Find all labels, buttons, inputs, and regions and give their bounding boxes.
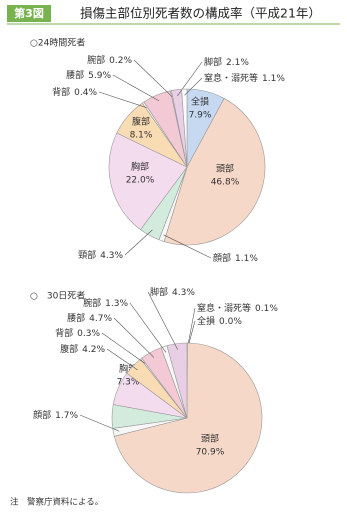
page-title: 損傷主部位別死者数の構成率（平成21年） — [80, 6, 321, 21]
slice-label: 全損 — [197, 315, 215, 327]
slice-value: 22.0% — [126, 176, 155, 186]
slice-value: 8.1% — [130, 131, 153, 141]
slice-value: 0.0% — [219, 317, 242, 327]
pie-slice — [108, 132, 188, 231]
slice-label-group: 背部 0.3% — [55, 327, 100, 339]
leader-line — [184, 77, 203, 96]
slice-value: 0.3% — [77, 329, 100, 339]
slice-label-group: 顔部 1.7% — [33, 409, 78, 421]
slice-value: 0.1% — [255, 304, 278, 314]
slice-value: 4.2% — [82, 345, 105, 355]
slice-value: 7.3% — [117, 378, 140, 388]
leader-line — [163, 234, 212, 259]
slice-label: 背部 — [55, 327, 73, 339]
slice-value: 46.8% — [211, 178, 240, 188]
slice-value: 1.7% — [55, 411, 78, 421]
slice-value: 0.2% — [109, 56, 132, 66]
slice-label: 頸部 — [78, 249, 96, 261]
slice-label-group: 腕部 0.2% — [87, 54, 132, 66]
note: 注 警察庁資料による。 — [10, 497, 103, 508]
slice-value: 5.9% — [88, 71, 111, 81]
pie-slice — [166, 342, 188, 419]
pie-caption: ○ 30日死者 — [30, 291, 85, 302]
slice-label: 窒息・溺死等 — [204, 72, 258, 84]
slice-label: 顔部 — [213, 252, 231, 264]
slice-label: 腕部 — [87, 54, 105, 66]
pie-slice — [181, 88, 188, 168]
slice-value: 1.1% — [235, 254, 258, 264]
leader-line — [133, 59, 173, 97]
pie-slice — [113, 342, 263, 494]
slice-value: 4.3% — [172, 288, 195, 298]
slice-label-group: 顔部 1.1% — [213, 252, 258, 264]
slice-value: 4.3% — [100, 251, 123, 261]
leader-line — [147, 291, 178, 350]
slice-value: 1.1% — [262, 74, 285, 84]
slice-label: 頭部 — [201, 433, 219, 445]
slice-label-group: 脚部 2.1% — [204, 56, 249, 68]
pie-caption: ○24時間死者 — [30, 38, 85, 49]
leader-line — [112, 74, 160, 102]
slice-label: 脚部 — [204, 56, 222, 68]
slice-label-group: 背部 0.4% — [52, 86, 97, 98]
pie-slice — [163, 98, 266, 246]
slice-label: 頭部 — [216, 163, 234, 175]
leader-line — [186, 307, 196, 350]
slice-value: 2.1% — [226, 58, 249, 68]
slice-label: 腹部 — [60, 343, 78, 355]
figure-number: 第3図 — [14, 6, 44, 20]
slice-label: 胸部 — [131, 161, 149, 173]
leader-line — [124, 229, 153, 256]
leader-line — [98, 91, 147, 108]
leader-line — [106, 348, 138, 371]
leader-line — [101, 332, 146, 364]
slice-label: 腹部 — [132, 116, 150, 128]
slice-label: 背部 — [52, 86, 70, 98]
slice-label-group: 腕部 1.3% — [83, 297, 128, 309]
slice-label: 全損 — [191, 96, 209, 108]
slice-label: 脚部 — [150, 286, 168, 298]
slice-label-group: 腰部 5.9% — [66, 69, 111, 81]
figure-badge — [7, 5, 51, 22]
slice-label-group: 窒息・溺死等 1.1% — [204, 72, 285, 84]
slice-value: 7.9% — [189, 111, 212, 121]
slice-value: 4.7% — [89, 314, 112, 324]
slice-label-group: 腹部 4.2% — [60, 343, 105, 355]
slice-label: 窒息・溺死等 — [197, 302, 251, 314]
slice-label-group: 窒息・溺死等 0.1% — [197, 302, 278, 314]
slice-value: 0.4% — [74, 88, 97, 98]
slice-label-group: 脚部 4.3% — [150, 286, 195, 298]
slice-value: 70.9% — [196, 448, 225, 458]
slice-label-group: 頸部 4.3% — [78, 249, 123, 261]
slice-label: 腰部 — [66, 69, 84, 81]
slice-value: 1.3% — [105, 299, 128, 309]
slice-label: 腰部 — [67, 312, 85, 324]
slice-label-group: 腰部 4.7% — [67, 312, 112, 324]
leader-line — [129, 302, 167, 353]
slice-label: 腕部 — [83, 297, 101, 309]
leader-line — [113, 317, 155, 358]
slice-label-group: 全損 0.0% — [197, 315, 242, 327]
slice-label: 顔部 — [33, 409, 51, 421]
